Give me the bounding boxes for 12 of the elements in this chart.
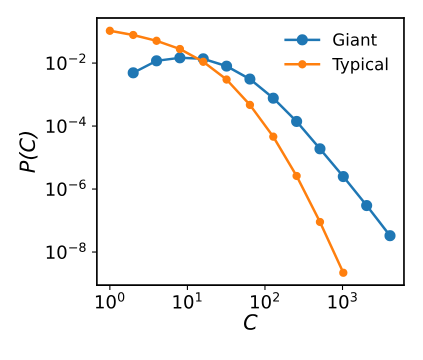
y-axis-title: P(C)	[19, 132, 38, 173]
x-axis-title: C	[244, 314, 258, 330]
legend-label: Typical	[332, 57, 388, 74]
x-tick-label: 10$^{2}$	[251, 292, 279, 309]
y-tick-label: 10$^{−8}$	[46, 242, 86, 260]
y-tick-label: 10$^{−6}$	[46, 179, 86, 196]
legend-label: Giant	[333, 33, 377, 46]
y-tick-label: 10$^{−2}$	[46, 54, 86, 70]
x-tick-label: 10$^{1}$	[174, 292, 202, 309]
y-tick-label: 10$^{−4}$	[46, 116, 86, 134]
x-tick-label: 10$^{3}$	[328, 292, 357, 309]
x-tick-label: 10$^{0}$	[96, 292, 124, 309]
